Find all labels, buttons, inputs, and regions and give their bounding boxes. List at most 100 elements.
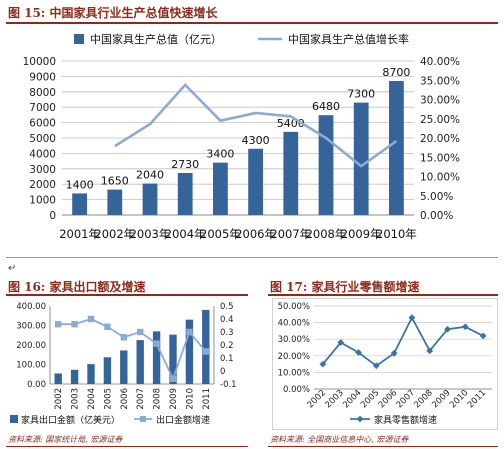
fig16-title-rule	[6, 294, 248, 296]
fig15-left-tick: 2000	[29, 179, 56, 191]
fig16-source: 资料来源: 国家统计局, 宏源证券	[8, 435, 123, 444]
fig16-title: 图 16: 家具出口额及增速	[8, 280, 146, 294]
fig16-bar	[136, 340, 144, 384]
fig16-bar	[152, 331, 161, 384]
fig15-right-tick: 0.00%	[420, 210, 453, 222]
fig17-source: 资料来源: 全国商业信息中心, 宏源证券	[270, 435, 409, 444]
fig15-right-tick: 20.00%	[420, 133, 460, 145]
fig15-title-rule	[6, 22, 498, 24]
fig16-chart: 0.00 100.00 200.00 300.00 400.00 -0.1 0 0.1 0.2 0…	[10, 302, 237, 426]
fig15-x-tick: 2003年	[130, 227, 171, 241]
fig16-growth-point	[120, 334, 127, 341]
fig15-legend-swatch-bar	[74, 34, 84, 44]
fig15-legend-bar: 中国家具生产总值（亿元）	[90, 32, 222, 46]
fig17-legend-line: 家具零售额增速	[374, 414, 437, 426]
fig15-left-tick: 4000	[29, 148, 56, 160]
fig15-right-tick: 10.00%	[420, 172, 460, 184]
fig15-x-tick: 2006年	[235, 227, 276, 241]
fig16-bar	[87, 364, 95, 384]
fig15-left-tick: 9000	[29, 71, 56, 83]
fig17-growth-point	[337, 339, 345, 346]
fig17-left-tick: 50.00%	[278, 302, 310, 312]
fig16-source-rule	[6, 446, 248, 447]
fig15-data-label: 2040	[136, 169, 164, 182]
fig16-right-tick: 0.4	[220, 315, 234, 325]
fig15-x-tick: 2005年	[200, 227, 241, 241]
fig15-chart: 0 1000 2000 3000 4000 5000 6000 7000 8000 9000 100…	[23, 32, 460, 241]
fig16-growth-point	[186, 328, 193, 336]
fig15-right-tick: 15.00%	[420, 152, 460, 164]
fig16-x-tick: 2011	[202, 388, 212, 410]
fig15-right-tick: 25.00%	[420, 114, 460, 126]
fig17-left-tick: 10.00%	[278, 368, 310, 378]
fig15-right-tick: 30.00%	[420, 95, 460, 107]
fig17-x-tick: 2004	[341, 388, 363, 410]
fig16-x-tick: 2007	[136, 388, 146, 410]
fig15-legend-line: 中国家具生产总值增长率	[288, 32, 409, 46]
fig17-x-tick: 2011	[466, 388, 488, 410]
fig15-bottom-rule	[6, 257, 498, 258]
fig15-bar	[389, 81, 404, 215]
fig16-growth-point	[104, 323, 111, 330]
fig15-bar	[142, 183, 158, 215]
fig15-bar	[72, 193, 87, 215]
fig17-x-tick: 2006	[377, 388, 399, 410]
fig17-source-rule	[268, 446, 498, 447]
fig16-right-tick: 0.2	[220, 341, 234, 351]
fig17-growth-point	[319, 360, 327, 368]
fig15-x-tick: 2008年	[306, 227, 347, 241]
fig17-left-tick: 40.00%	[278, 319, 310, 329]
fig15-left-tick: 10000	[23, 56, 56, 68]
fig16-growth-point	[169, 375, 177, 382]
fig16-growth-point	[137, 328, 144, 336]
fig16-bar	[54, 373, 62, 384]
fig15-data-label: 4300	[242, 134, 270, 147]
fig17-title-rule	[268, 294, 498, 296]
fig15-left-tick: 6000	[29, 118, 56, 130]
fig16-x-tick: 2003	[71, 388, 81, 410]
fig15-bar	[318, 115, 334, 215]
fig16-right-tick: 0.1	[220, 354, 234, 364]
fig17-legend-swatch-marker	[356, 415, 364, 423]
fig16-growth-point	[87, 315, 95, 323]
fig16-bar	[185, 319, 194, 384]
fig16-legend-swatch-marker	[140, 416, 146, 422]
fig15-left-tick: 0	[49, 210, 56, 222]
fig17-x-tick: 2005	[359, 388, 381, 410]
fig16-left-tick: 400.00	[16, 302, 46, 312]
fig16-growth-point	[202, 348, 209, 355]
fig17-x-tick: 2003	[323, 388, 345, 410]
fig15-bar	[213, 162, 228, 215]
fig17-x-tick: 2009	[430, 388, 452, 410]
fig17-growth-point	[461, 323, 469, 331]
fig16-x-tick: 2009	[169, 388, 179, 410]
fig15-data-label: 2730	[171, 158, 199, 171]
fig16-x-tick: 2004	[87, 388, 97, 410]
fig15-left-tick: 5000	[29, 133, 56, 145]
fig16-x-tick: 2002	[54, 388, 64, 410]
fig16-bar	[103, 357, 112, 384]
fig15-x-tick: 2001年	[59, 227, 100, 241]
fig15-data-label: 1400	[66, 178, 94, 191]
fig15-bar	[283, 131, 299, 215]
fig17-left-tick: 20.00%	[278, 352, 310, 362]
fig17-growth-point	[372, 362, 380, 370]
fig16-bar	[70, 369, 79, 384]
fig15-left-tick: 3000	[29, 164, 56, 176]
fig15-data-label: 8700	[382, 66, 410, 79]
fig17-growth-point	[390, 349, 398, 357]
fig16-left-tick: 300.00	[16, 322, 46, 332]
fig16-bar	[169, 334, 177, 384]
fig15-data-label: 3400	[206, 148, 234, 161]
fig15-bar	[353, 102, 369, 215]
fig17-x-tick: 2008	[412, 388, 434, 410]
fig16-right-tick: 0.5	[220, 302, 234, 312]
fig17-growth-point	[355, 349, 362, 356]
fig15-right-tick: 5.00%	[420, 191, 453, 203]
fig15-x-tick: 2009年	[341, 227, 382, 241]
fig17-title: 图 17: 家具行业零售额增速	[270, 280, 420, 294]
fig16-right-tick: 0.3	[220, 328, 234, 338]
fig17-growth-point	[426, 347, 434, 355]
fig15-data-label: 6480	[312, 100, 340, 113]
fig15-right-tick: 40.00%	[420, 56, 460, 68]
